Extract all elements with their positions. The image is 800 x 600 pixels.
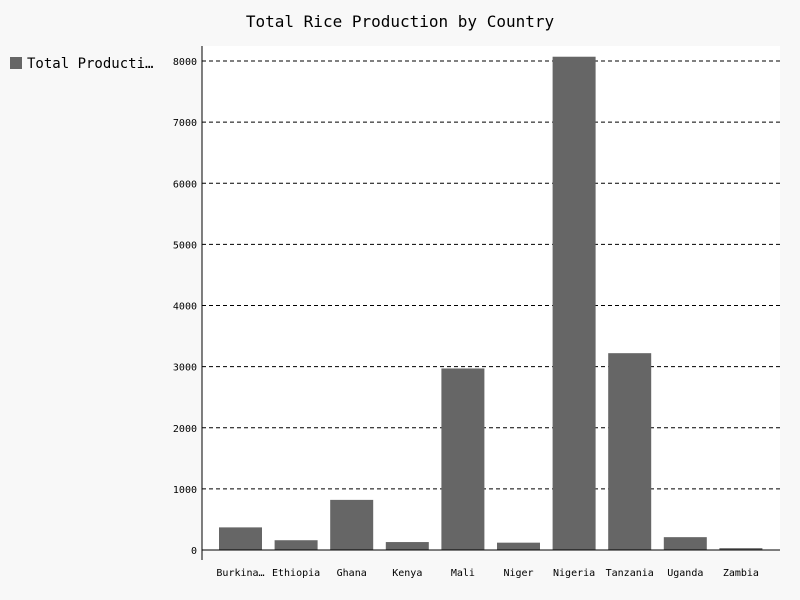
y-tick-label: 5000 bbox=[173, 240, 197, 251]
y-tick-label: 8000 bbox=[173, 57, 197, 68]
x-tick-label: Nigeria bbox=[553, 568, 595, 579]
x-tick-label: Tanzania bbox=[606, 568, 654, 579]
y-tick-label: 3000 bbox=[173, 363, 197, 374]
bar-2[interactable] bbox=[274, 540, 318, 550]
y-tick-label: 7000 bbox=[173, 118, 197, 129]
bar-7[interactable] bbox=[552, 56, 596, 550]
y-tick-label: 6000 bbox=[173, 179, 197, 190]
y-tick-labels: 0 1000 2000 3000 4000 5000 6000 7000 8000 bbox=[173, 57, 197, 557]
legend: Total Producti… bbox=[10, 56, 153, 72]
x-tick-label: Zambia bbox=[723, 568, 759, 579]
x-tick-label: Kenya bbox=[392, 568, 422, 579]
bar-8[interactable] bbox=[608, 353, 652, 550]
x-tick-label: Mali bbox=[451, 568, 475, 579]
axes bbox=[201, 46, 780, 560]
x-tick-label: Niger bbox=[503, 568, 533, 579]
bar-3[interactable] bbox=[330, 499, 374, 550]
y-tick-label: 4000 bbox=[173, 302, 197, 313]
bars bbox=[219, 56, 763, 550]
bar-1[interactable] bbox=[219, 527, 262, 550]
x-tick-label: Ghana bbox=[337, 568, 367, 579]
bar-4[interactable] bbox=[385, 542, 429, 550]
y-tick-label: 0 bbox=[191, 546, 197, 557]
plot-area bbox=[202, 46, 780, 550]
x-tick-label: Ethiopia bbox=[272, 568, 320, 579]
x-tick-label: Burkina… bbox=[216, 568, 264, 579]
bar-5[interactable] bbox=[441, 368, 485, 550]
y-tick-label: 1000 bbox=[173, 485, 197, 496]
bar-9[interactable] bbox=[663, 537, 707, 550]
bar-10[interactable] bbox=[719, 548, 763, 550]
legend-label[interactable]: Total Producti… bbox=[27, 56, 153, 72]
y-tick-label: 2000 bbox=[173, 424, 197, 435]
bar-6[interactable] bbox=[497, 542, 540, 550]
legend-swatch bbox=[10, 57, 22, 69]
x-tick-labels: Burkina… Ethiopia Ghana Kenya Mali Niger Niger… bbox=[216, 568, 759, 579]
x-tick-label: Uganda bbox=[667, 568, 703, 579]
gridlines bbox=[202, 60, 780, 490]
chart-title: Total Rice Production by Country bbox=[246, 12, 555, 31]
